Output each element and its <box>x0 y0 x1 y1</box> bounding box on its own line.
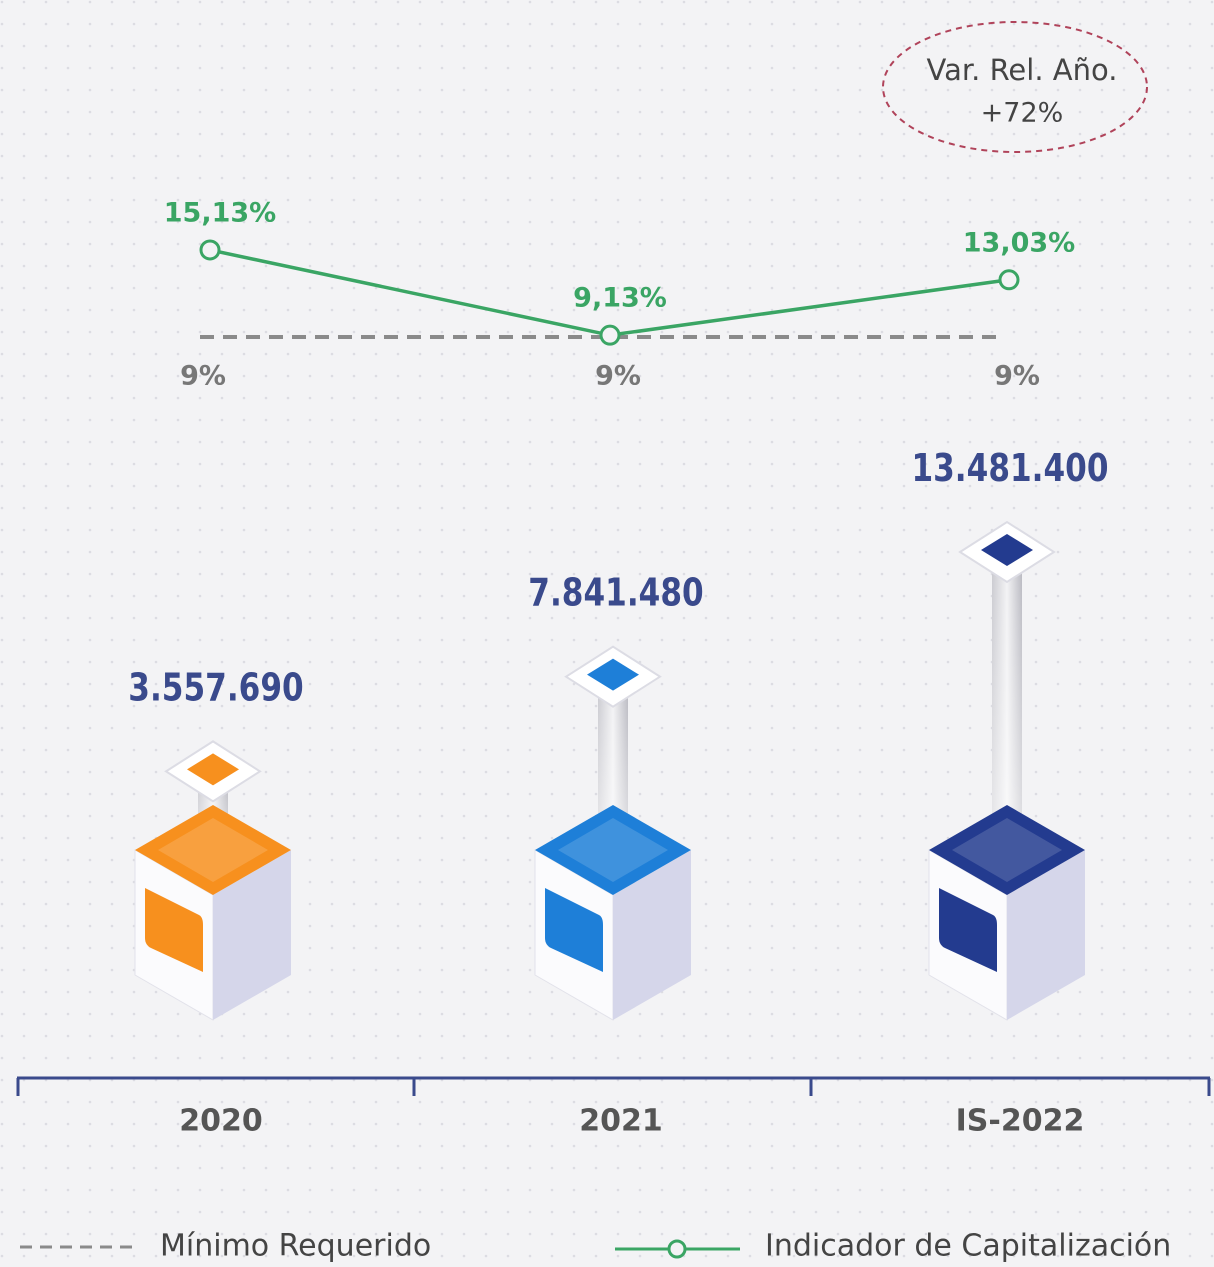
cube-panel <box>545 888 603 972</box>
cube-right <box>213 850 291 1020</box>
legend-swatch <box>667 1239 687 1259</box>
cube-top-inner <box>558 818 668 882</box>
bar-cap-inner <box>981 534 1033 566</box>
cube-top <box>535 805 691 895</box>
cube-right <box>613 850 691 1020</box>
bar-cap-inner <box>587 658 639 691</box>
cube-top-inner <box>952 818 1062 882</box>
indicator-marker <box>599 324 621 346</box>
cube-panel <box>145 888 203 972</box>
cube-right <box>1007 850 1085 1020</box>
x-tick-label: 2021 <box>579 1104 663 1139</box>
data-label: 13,03% <box>963 227 1075 258</box>
annotation-ellipse <box>882 21 1148 153</box>
annotation: +72% <box>981 98 1064 129</box>
indicator-marker <box>998 269 1020 291</box>
data-label: 9% <box>180 361 226 392</box>
cube-top-inner <box>158 818 268 882</box>
x-tick-label: IS-2022 <box>956 1104 1085 1139</box>
legend-label: Mínimo Requerido <box>160 1229 431 1264</box>
data-label: 9% <box>595 361 641 392</box>
data-label: 3.557.690 <box>128 666 303 710</box>
data-label: 9,13% <box>573 283 667 314</box>
data-label: 7.841.480 <box>528 572 703 616</box>
data-label: 9% <box>994 361 1040 392</box>
indicator-marker <box>199 239 221 261</box>
bar-cap-inner <box>187 753 239 786</box>
data-label: 15,13% <box>164 197 276 228</box>
x-tick-label: 2020 <box>179 1104 263 1139</box>
axis-ticks <box>16 1078 1211 1096</box>
data-label: 13.481.400 <box>911 447 1108 491</box>
bar-shade <box>992 552 1022 850</box>
cube-top <box>929 805 1085 895</box>
legend-label: Indicador de Capitalización <box>765 1229 1171 1264</box>
annotation: Var. Rel. Año. <box>927 53 1118 87</box>
cube-panel <box>939 888 997 972</box>
cube-top <box>135 805 291 895</box>
